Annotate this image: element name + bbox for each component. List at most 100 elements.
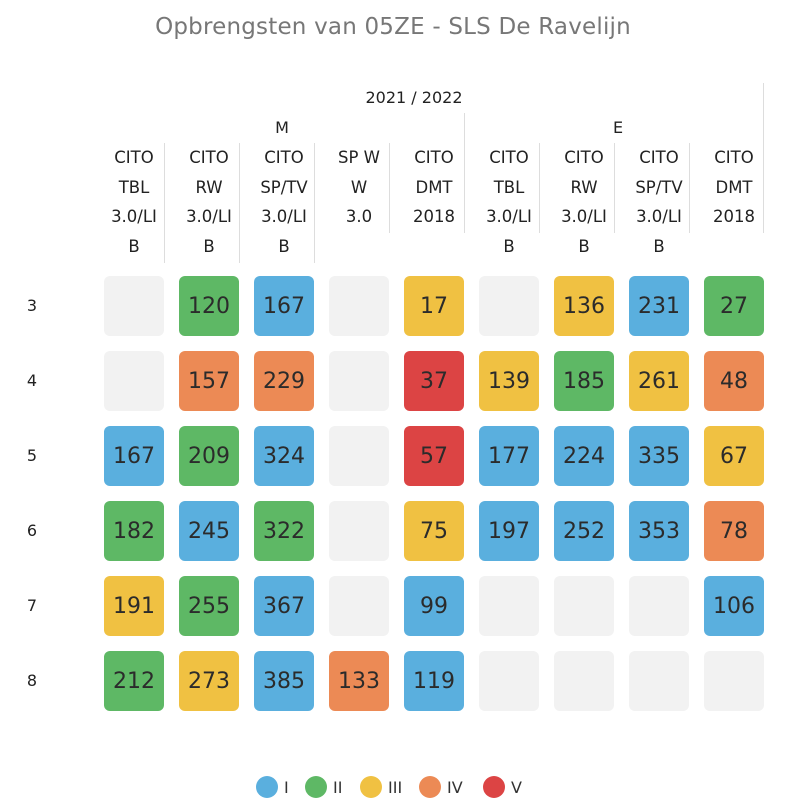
column-header-line: B: [203, 236, 215, 256]
chart-title: Opbrengsten van 05ZE - SLS De Ravelijn: [155, 14, 631, 40]
column-header-line: B: [578, 236, 590, 256]
heatmap-cell: 133: [329, 651, 389, 711]
heatmap-cell-empty: [104, 351, 164, 411]
legend-item[interactable]: V: [483, 776, 522, 798]
heatmap-cell: 261: [629, 351, 689, 411]
legend-swatch: [419, 776, 441, 798]
group-header-e: E: [612, 118, 624, 137]
legend-item[interactable]: IV: [419, 776, 463, 798]
row-label: 8: [26, 671, 38, 690]
column-header-line: CITO: [489, 148, 529, 167]
legend-label: II: [333, 777, 343, 797]
heatmap-cell-empty: [479, 576, 539, 636]
heatmap-cell-empty: [554, 576, 614, 636]
heatmap-cell: 120: [179, 276, 239, 336]
heatmap-cell-empty: [629, 651, 689, 711]
heatmap-cell: 106: [704, 576, 764, 636]
header-divider: [464, 113, 465, 233]
heatmap-cell: 119: [404, 651, 464, 711]
header-divider: [239, 143, 240, 263]
heatmap-cell-empty: [479, 651, 539, 711]
column-header-line: 3.0/LI: [261, 207, 307, 227]
heatmap-cell-empty: [329, 501, 389, 561]
header-divider: [614, 143, 615, 233]
column-header-line: RW: [570, 177, 598, 197]
heatmap-cell-empty: [629, 576, 689, 636]
column-header: CITO RW 3.0/LI B: [546, 143, 622, 261]
heatmap-cell: 57: [404, 426, 464, 486]
heatmap-cell-empty: [554, 651, 614, 711]
header-divider: [763, 83, 764, 233]
heatmap-cell: 27: [704, 276, 764, 336]
heatmap-cell: 252: [554, 501, 614, 561]
column-header-line: TBL: [493, 177, 525, 197]
heatmap-cell: 322: [254, 501, 314, 561]
column-header: CITO SP/TV 3.0/LI B: [246, 143, 322, 261]
heatmap-cell: 136: [554, 276, 614, 336]
legend-swatch: [360, 776, 382, 798]
column-header: SP W W 3.0: [321, 143, 397, 232]
row-label: 7: [26, 596, 38, 615]
column-header-line: 3.0/LI: [186, 207, 232, 227]
heatmap-cell: 367: [254, 576, 314, 636]
column-header-line: 3.0/LI: [636, 207, 682, 227]
heatmap-cell: 229: [254, 351, 314, 411]
heatmap-cell: 385: [254, 651, 314, 711]
column-header-line: SP/TV: [635, 177, 683, 197]
heatmap-cell: 139: [479, 351, 539, 411]
heatmap-cell: 67: [704, 426, 764, 486]
column-header: CITO SP/TV 3.0/LI B: [621, 143, 697, 261]
heatmap-cell-empty: [329, 576, 389, 636]
header-divider: [164, 143, 165, 263]
legend-item[interactable]: III: [360, 776, 402, 798]
heatmap-cell: 353: [629, 501, 689, 561]
heatmap-cell: 255: [179, 576, 239, 636]
column-header-line: 2018: [413, 207, 455, 227]
heatmap-cell: 75: [404, 501, 464, 561]
column-header-line: DMT: [715, 177, 753, 197]
heatmap-cell-empty: [104, 276, 164, 336]
heatmap-cell: 273: [179, 651, 239, 711]
column-header-line: CITO: [714, 148, 754, 167]
group-header-m: M: [275, 118, 289, 137]
column-header-line: CITO: [639, 148, 679, 167]
legend-label: I: [284, 777, 289, 797]
header-divider: [314, 143, 315, 263]
heatmap-cell: 157: [179, 351, 239, 411]
column-header: CITO DMT 2018: [696, 143, 772, 232]
column-header-line: B: [278, 236, 290, 256]
column-header-line: 3.0/LI: [486, 207, 532, 227]
heatmap-cell: 17: [404, 276, 464, 336]
legend-label: IV: [447, 777, 463, 797]
heatmap-cell: 197: [479, 501, 539, 561]
column-header-line: 2018: [713, 207, 755, 227]
header-divider: [539, 143, 540, 233]
legend: I II III IV V: [0, 776, 786, 798]
heatmap-cell: 191: [104, 576, 164, 636]
row-label: 5: [26, 446, 38, 465]
legend-item[interactable]: II: [305, 776, 342, 798]
heatmap-cell: 245: [179, 501, 239, 561]
heatmap-cell: 185: [554, 351, 614, 411]
header-divider: [689, 143, 690, 233]
heatmap-cell: 177: [479, 426, 539, 486]
column-header-line: 3.0: [345, 207, 373, 227]
heatmap-cell-empty: [479, 276, 539, 336]
column-header: CITO DMT 2018: [396, 143, 472, 232]
header-divider: [389, 143, 390, 233]
column-header-line: B: [653, 236, 665, 256]
year-header: 2021 / 2022: [365, 88, 463, 107]
heatmap-cell: 335: [629, 426, 689, 486]
column-header-line: B: [128, 236, 140, 256]
column-header-line: 3.0/LI: [561, 207, 607, 227]
heatmap-cell: 78: [704, 501, 764, 561]
heatmap-cell-empty: [329, 426, 389, 486]
column-header: CITO RW 3.0/LI B: [171, 143, 247, 261]
heatmap-cell: 182: [104, 501, 164, 561]
legend-swatch: [305, 776, 327, 798]
heatmap-cell: 212: [104, 651, 164, 711]
column-header-line: SP W: [338, 148, 380, 167]
legend-item[interactable]: I: [256, 776, 289, 798]
legend-swatch: [256, 776, 278, 798]
legend-label: V: [511, 777, 522, 797]
